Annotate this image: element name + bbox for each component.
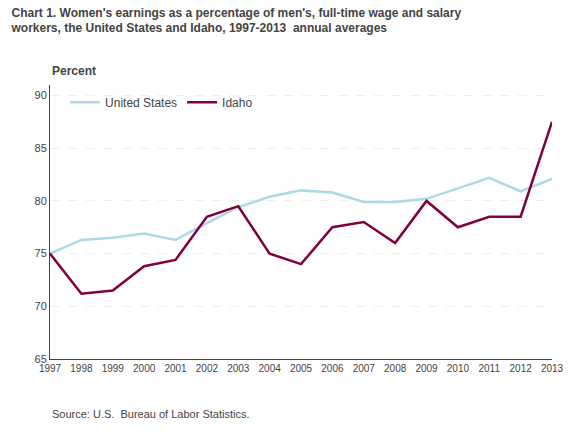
- svg-text:2008: 2008: [384, 363, 407, 374]
- svg-text:Percent: Percent: [52, 64, 96, 78]
- svg-text:Source: U.S. Bureau of Labor: Source: U.S. Bureau of Labor Statistics.: [52, 408, 249, 420]
- svg-text:United States: United States: [105, 96, 177, 110]
- svg-text:2001: 2001: [164, 363, 187, 374]
- svg-text:65: 65: [35, 353, 47, 365]
- svg-text:75: 75: [35, 247, 47, 259]
- svg-text:2000: 2000: [133, 363, 156, 374]
- svg-text:Chart 1. Women's earnings as a: Chart 1. Women's earnings as a percentag…: [11, 6, 462, 36]
- svg-text:1997: 1997: [39, 363, 62, 374]
- svg-text:2005: 2005: [290, 363, 313, 374]
- svg-text:1998: 1998: [70, 363, 93, 374]
- svg-text:2010: 2010: [447, 363, 470, 374]
- svg-text:1999: 1999: [102, 363, 125, 374]
- svg-text:2007: 2007: [353, 363, 376, 374]
- svg-text:90: 90: [35, 89, 47, 101]
- svg-text:2009: 2009: [415, 363, 438, 374]
- svg-text:85: 85: [35, 142, 47, 154]
- svg-text:2004: 2004: [259, 363, 282, 374]
- svg-text:2011: 2011: [478, 363, 500, 374]
- svg-text:70: 70: [35, 300, 47, 312]
- svg-text:2002: 2002: [196, 363, 219, 374]
- svg-text:80: 80: [35, 195, 47, 207]
- svg-text:2003: 2003: [227, 363, 250, 374]
- svg-text:2013: 2013: [541, 363, 564, 374]
- svg-text:Idaho: Idaho: [222, 96, 252, 110]
- svg-text:2006: 2006: [321, 363, 344, 374]
- svg-text:2012: 2012: [510, 363, 533, 374]
